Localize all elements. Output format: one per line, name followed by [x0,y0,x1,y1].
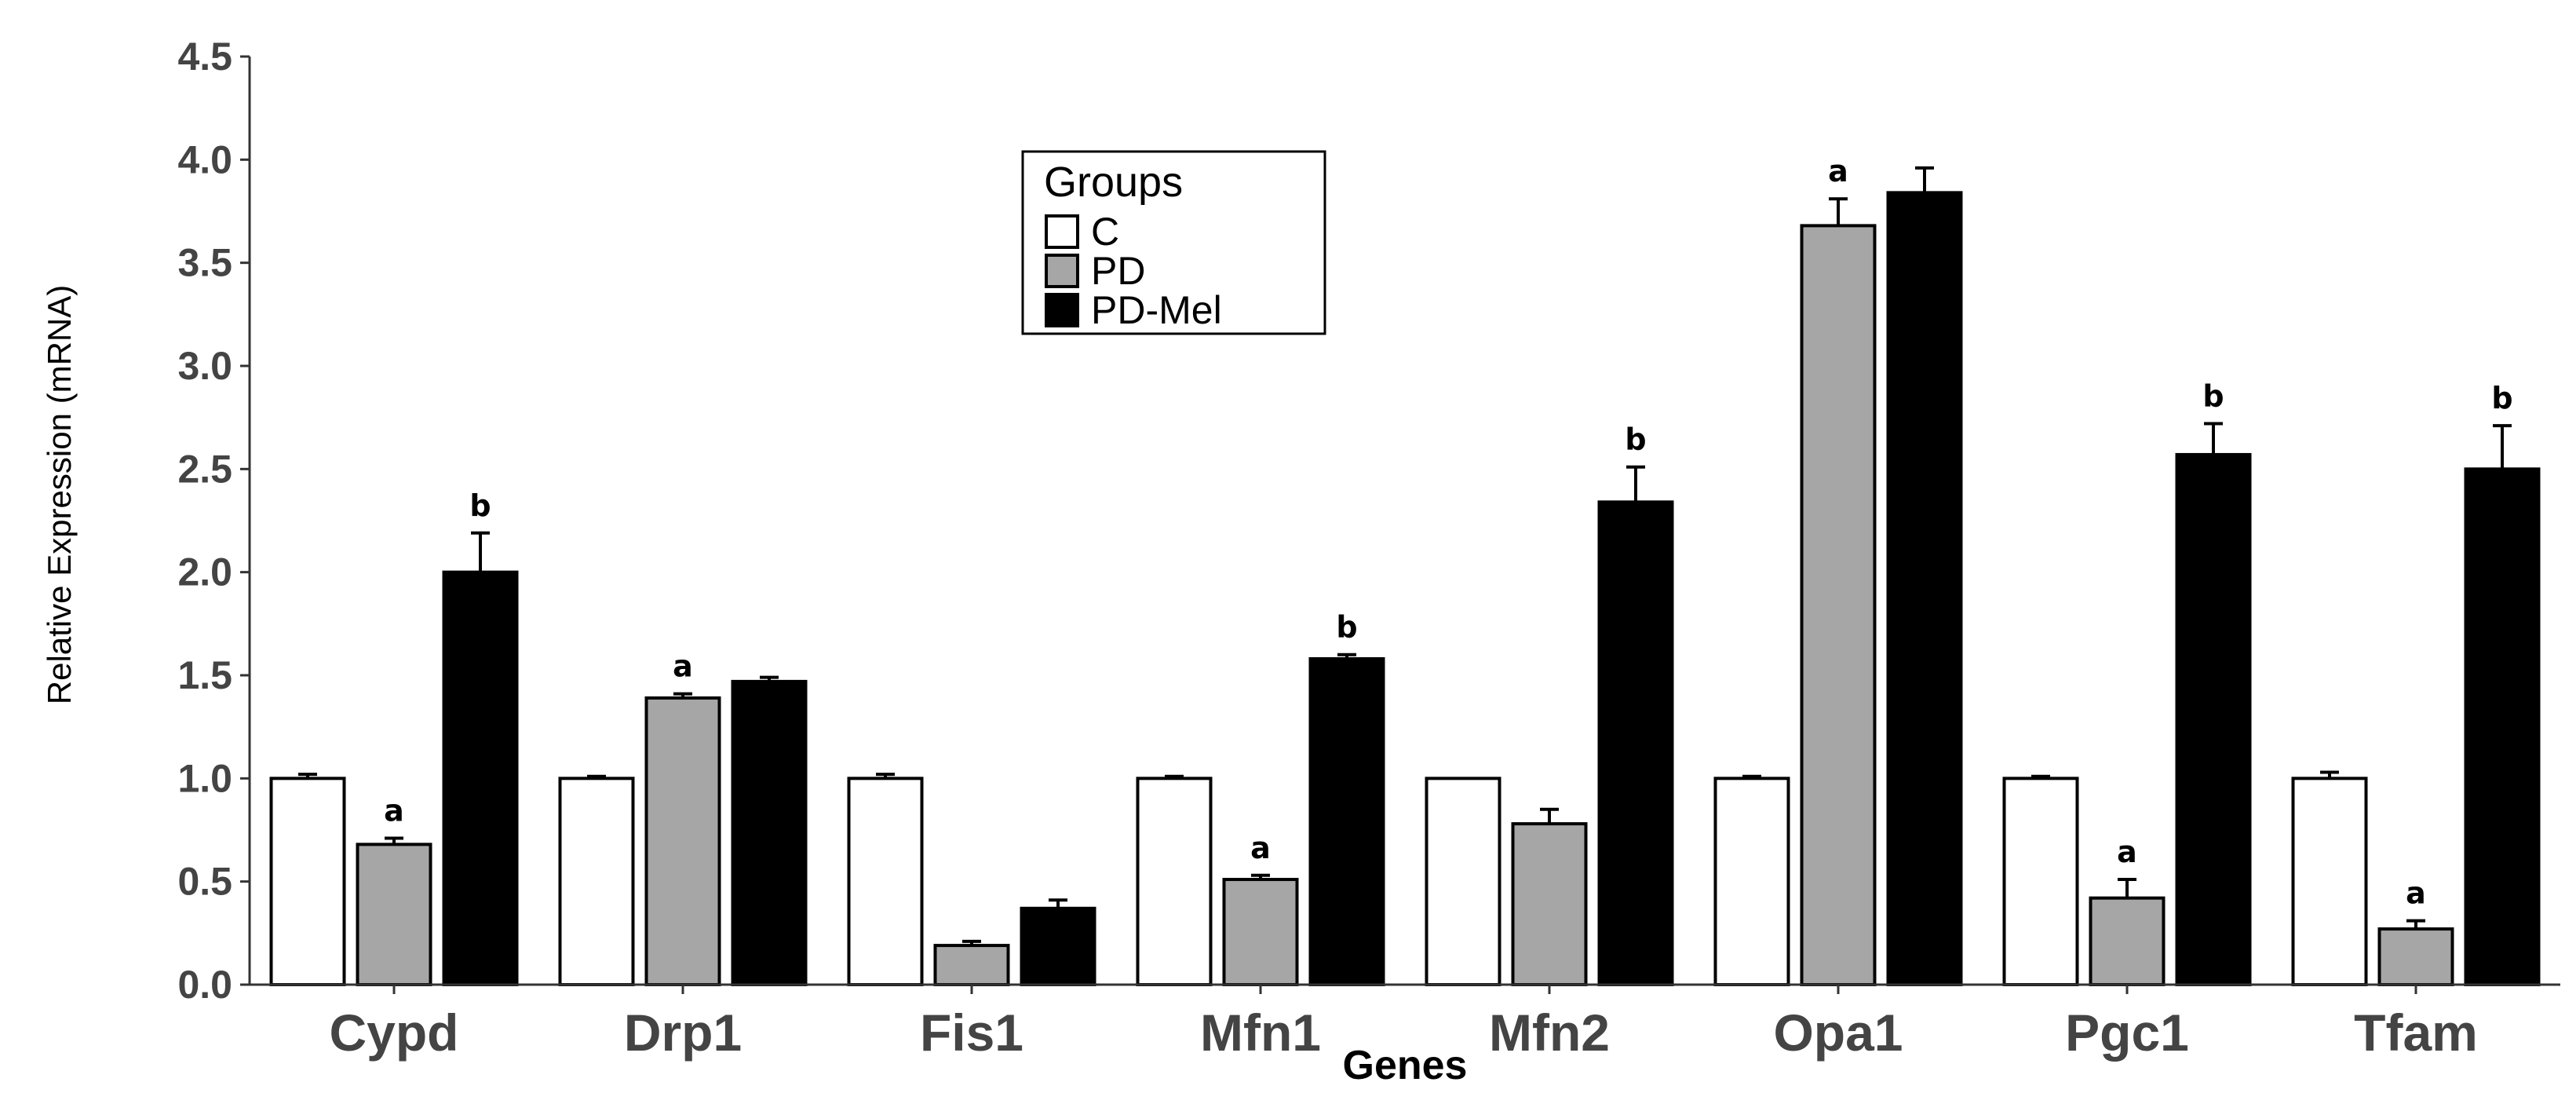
bar-drp1-c [558,777,635,986]
x-tick-label-opa1: Opa1 [1773,1003,1903,1062]
x-tick-label-mfn1: Mfn1 [1200,1003,1321,1062]
y-tick-label: 3.0 [177,344,232,388]
significance-label-tfam-pd: a [2406,876,2426,911]
x-tick-label-fis1: Fis1 [920,1003,1023,1062]
bar-mfn2-c [1425,777,1501,986]
significance-label-cypd-pd: a [384,794,404,828]
bar-mfn1-pd [1222,878,1299,987]
bar-cypd-pd-mel [442,570,519,986]
bar-fis1-pd-mel [1020,906,1096,987]
y-tick-label: 4.5 [177,35,232,79]
significance-label-mfn1-pd-mel: b [1336,610,1357,645]
bars-layer: a b a a b b a a b a b [269,154,2541,987]
y-tick-label: 4.0 [177,137,232,181]
bar-opa1-pd-mel [1886,191,1963,987]
bar-mfn1-pd-mel [1308,656,1385,987]
bar-mfn2-pd-mel [1597,500,1674,986]
bar-pgc1-pd-mel [2175,452,2252,986]
bar-tfam-pd-mel [2464,467,2541,986]
y-tick-label: 1.0 [177,756,232,800]
x-tick-label-drp1: Drp1 [624,1003,742,1062]
bar-drp1-pd [644,696,721,986]
legend-label-c: C [1091,210,1119,254]
significance-label-cypd-pd-mel: b [469,488,491,523]
legend-swatch-c [1045,214,1079,249]
x-tick-label-mfn2: Mfn2 [1489,1003,1610,1062]
significance-label-pgc1-pd: a [2117,835,2137,869]
bar-drp1-pd-mel [731,679,808,986]
axes-layer [248,57,2560,986]
y-tick-label: 3.5 [177,241,232,285]
y-tick-label: 0.0 [177,963,232,1007]
bar-fis1-c [847,777,924,986]
x-tick-label-cypd: Cypd [330,1003,459,1062]
y-tick-label: 1.5 [177,653,232,697]
significance-label-mfn2-pd-mel: b [1625,422,1646,457]
legend-title: Groups [1044,159,1183,206]
bar-tfam-c [2291,777,2368,986]
bar-pgc1-pd [2089,896,2166,987]
significance-label-opa1-pd: a [1828,154,1848,188]
x-ticks: Cypd Drp1 Fis1 Mfn1 Mfn2 Opa1 Pgc1 Tfam [330,985,2478,1062]
bar-tfam-pd [2377,927,2454,986]
y-tick-label: 0.5 [177,860,232,904]
bar-opa1-c [1713,777,1790,986]
bar-mfn2-pd [1511,822,1588,986]
bar-pgc1-c [2002,777,2079,986]
x-axis-title: Genes [1343,1043,1468,1088]
y-axis-title: Relative Expression (mRNA) [41,285,78,704]
y-tick-label: 2.5 [177,447,232,491]
x-tick-label-tfam: Tfam [2354,1003,2478,1062]
significance-label-pgc1-pd-mel: b [2202,379,2224,414]
bar-opa1-pd [1800,224,1877,986]
legend-label-pd-mel: PD-Mel [1091,288,1222,332]
x-tick-label-pgc1: Pgc1 [2065,1003,2189,1062]
legend-swatch-pd [1045,254,1079,288]
significance-label-tfam-pd-mel: b [2491,381,2512,415]
bar-mfn1-c [1136,777,1213,986]
bar-cypd-pd [356,843,432,987]
significance-label-mfn1-pd: a [1250,831,1271,865]
bar-cypd-c [269,777,346,986]
legend-label-pd: PD [1091,249,1145,293]
y-ticks: 0.0 0.5 1.0 1.5 2.0 2.5 3.0 3.5 4.0 4.5 [177,35,250,1007]
y-tick-label: 2.0 [177,550,232,594]
significance-label-drp1-pd: a [673,649,693,684]
legend-swatch-pd-mel [1045,293,1079,327]
bar-fis1-pd [933,944,1010,987]
